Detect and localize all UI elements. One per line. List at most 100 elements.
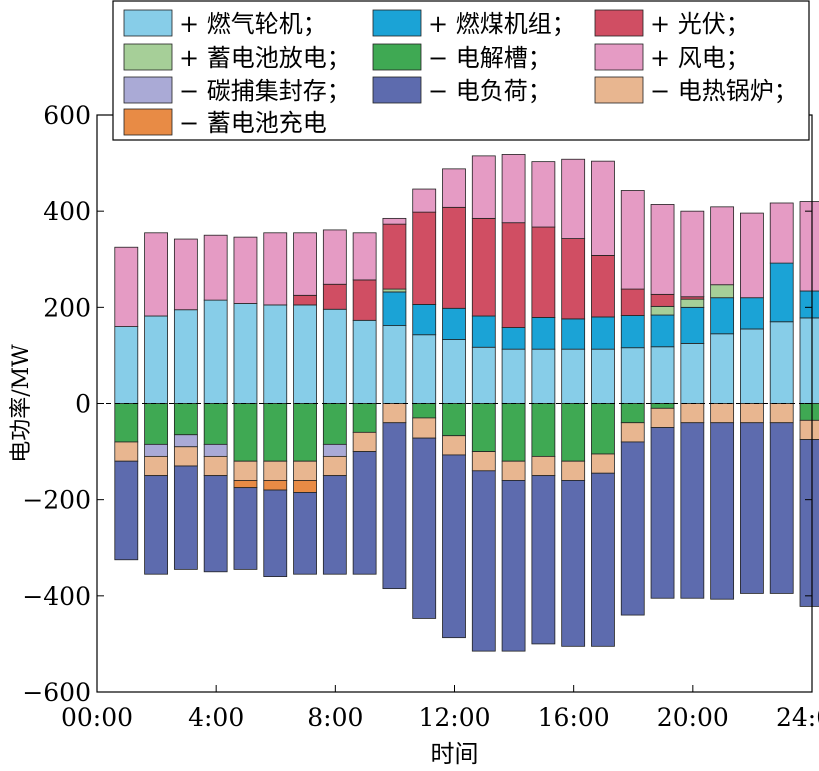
bar-segment <box>293 294 317 306</box>
bar-segment <box>471 346 496 404</box>
bar-segment <box>591 160 615 256</box>
legend-box <box>112 0 810 141</box>
bar-segment <box>263 403 288 462</box>
x-tick-label: 4:00 <box>188 703 244 732</box>
bar-segment <box>680 306 705 344</box>
bar-segment <box>322 403 347 445</box>
bar-segment <box>352 232 377 281</box>
bar-segment <box>769 262 794 323</box>
bar-segment <box>442 435 466 456</box>
bar-segment <box>680 342 705 404</box>
bar-segment <box>591 403 615 455</box>
legend-label: + 蓄电池放电； <box>179 44 351 72</box>
bar-segment <box>263 460 288 481</box>
bar-segment <box>561 460 586 481</box>
bar-segment <box>710 422 735 600</box>
bar-segment <box>769 403 794 424</box>
bar-segment <box>144 315 168 404</box>
bar-segment <box>740 212 764 299</box>
bar-segment <box>352 403 377 433</box>
bar-segment <box>531 455 556 477</box>
bar-segment <box>531 317 556 350</box>
bar-segment <box>203 299 228 404</box>
bar-segment <box>173 238 198 311</box>
bar-segment <box>620 315 645 349</box>
bar-segment <box>382 422 407 590</box>
legend: + 燃气轮机； + 燃煤机组； + 光伏； + 蓄电池放电； − 电解槽； + 风电； − … <box>112 0 810 141</box>
bar-segment <box>620 288 645 316</box>
bar-segment <box>173 434 198 448</box>
bar-segment <box>233 480 258 489</box>
bar-segment <box>650 204 675 295</box>
legend-label: + 燃煤机组； <box>428 10 576 38</box>
bar-segment <box>501 327 526 350</box>
bar-segment <box>620 347 645 404</box>
bar-segment <box>203 475 228 573</box>
bar-segment <box>114 403 139 443</box>
bar-segment <box>740 297 764 330</box>
bar-segment <box>233 487 258 570</box>
legend-swatch <box>372 76 422 104</box>
legend-swatch <box>123 9 173 37</box>
bar-segment <box>650 314 675 348</box>
bar-segment <box>501 348 526 404</box>
bar-segment <box>591 472 615 647</box>
bar-segment <box>740 403 764 424</box>
bar-segment <box>442 307 466 340</box>
x-tick-label: 20:00 <box>657 703 729 732</box>
bar-segment <box>263 304 288 404</box>
bar-segment <box>442 454 466 639</box>
bar-segment <box>233 303 258 404</box>
bar-segment <box>233 460 258 481</box>
x-tick-label: 12:00 <box>418 703 490 732</box>
bar-segment <box>620 190 645 290</box>
bar-segment <box>531 475 556 645</box>
bar-segment <box>471 451 496 472</box>
bar-segment <box>471 315 496 348</box>
legend-swatch <box>372 9 422 37</box>
bar-segment <box>799 317 819 404</box>
bars-layer <box>114 154 819 652</box>
bar-segment <box>263 480 288 491</box>
bar-segment <box>442 403 466 437</box>
bar-segment <box>531 161 556 228</box>
bar-segment <box>442 206 466 309</box>
bar-segment <box>710 284 735 299</box>
bar-segment <box>531 226 556 318</box>
bar-segment <box>710 403 735 424</box>
bar-segment <box>799 419 819 440</box>
y-tick-label: −400 <box>22 582 91 611</box>
bar-segment <box>173 403 198 436</box>
bar-segment <box>322 308 347 404</box>
bar-segment <box>412 334 437 404</box>
legend-label: − 电解槽； <box>428 44 552 72</box>
x-axis-label: 时间 <box>431 740 479 768</box>
bar-segment <box>591 255 615 318</box>
bar-segment <box>352 451 377 575</box>
bar-segment <box>203 443 228 457</box>
bar-segment <box>382 403 407 424</box>
y-tick-label: 400 <box>43 197 91 226</box>
bar-segment <box>501 154 526 224</box>
bar-segment <box>114 246 139 327</box>
bar-segment <box>114 460 139 561</box>
y-tick-label: 600 <box>43 101 91 130</box>
legend-swatch <box>123 108 173 136</box>
y-tick-label: −600 <box>22 678 91 707</box>
bar-segment <box>442 168 466 208</box>
bar-segment <box>680 298 705 308</box>
bar-segment <box>382 291 407 327</box>
legend-label: + 风电； <box>650 44 750 72</box>
y-tick-label: 0 <box>75 390 91 419</box>
bar-segment <box>650 403 675 409</box>
bar-segment <box>263 232 288 306</box>
bar-segment <box>501 480 526 652</box>
bar-segment <box>382 325 407 404</box>
bar-segment <box>561 158 586 239</box>
bar-segment <box>322 475 347 575</box>
bar-segment <box>650 407 675 428</box>
bar-segment <box>650 305 675 316</box>
bar-segment <box>322 443 347 457</box>
bar-segment <box>680 422 705 599</box>
bar-segment <box>144 232 168 317</box>
